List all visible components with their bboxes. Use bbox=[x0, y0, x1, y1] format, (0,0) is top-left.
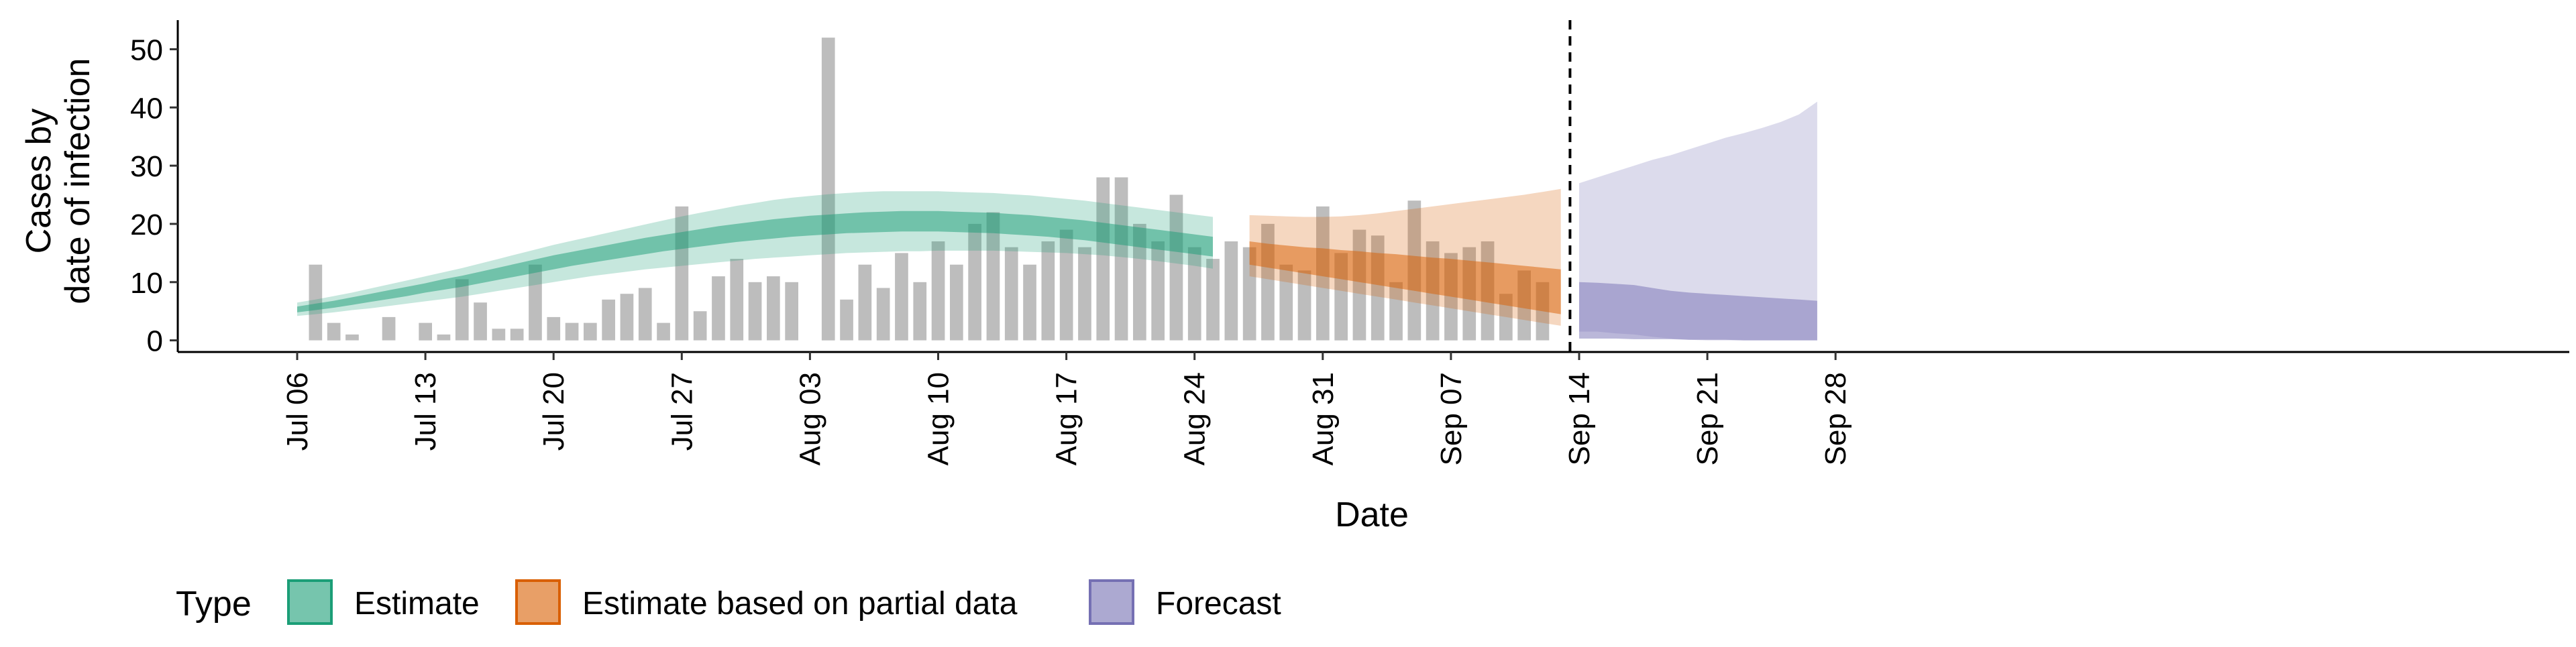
case-bar bbox=[1133, 223, 1146, 341]
x-tick-label: Jul 06 bbox=[281, 372, 314, 451]
case-bar bbox=[419, 322, 432, 341]
case-bar bbox=[840, 299, 853, 341]
x-tick-label: Aug 10 bbox=[922, 372, 955, 465]
forecast-inner-band bbox=[1579, 282, 1817, 341]
case-bar bbox=[1004, 247, 1018, 341]
case-bar bbox=[1151, 241, 1165, 341]
case-bar bbox=[968, 223, 981, 341]
x-axis-title: Date bbox=[1335, 495, 1409, 534]
case-bar bbox=[638, 288, 652, 341]
legend-label: Estimate bbox=[354, 586, 480, 622]
case-bar bbox=[510, 329, 524, 341]
case-bar bbox=[986, 212, 1000, 341]
case-bar bbox=[950, 264, 963, 341]
x-tick-label: Sep 21 bbox=[1691, 372, 1724, 465]
case-bar bbox=[1078, 247, 1091, 341]
legend-title: Type bbox=[176, 585, 252, 624]
legend-label: Forecast bbox=[1156, 586, 1281, 622]
case-bar bbox=[931, 241, 945, 341]
case-bar bbox=[327, 322, 341, 341]
case-bar bbox=[1242, 247, 1256, 341]
case-bar bbox=[1206, 259, 1220, 341]
y-tick-label: 20 bbox=[130, 209, 163, 241]
case-bar bbox=[730, 259, 744, 341]
x-tick-label: Aug 17 bbox=[1051, 372, 1083, 465]
y-tick-label: 30 bbox=[130, 150, 163, 183]
case-bar bbox=[712, 276, 725, 341]
y-axis-title: Cases bydate of infection bbox=[19, 58, 97, 304]
case-bar bbox=[657, 322, 670, 341]
case-bar bbox=[821, 38, 835, 341]
case-bar bbox=[895, 253, 908, 341]
x-tick-label: Sep 28 bbox=[1819, 372, 1852, 465]
y-tick-label: 40 bbox=[130, 92, 163, 125]
x-tick-label: Aug 03 bbox=[794, 372, 826, 465]
case-bars bbox=[309, 38, 1550, 341]
case-bar bbox=[1224, 241, 1238, 341]
case-bar bbox=[913, 282, 927, 341]
y-tick-label: 0 bbox=[147, 325, 163, 358]
x-tick-label: Jul 13 bbox=[409, 372, 442, 451]
axes: 0 10 20 30 40 50 Jul 06 Jul 13 Jul 20 Jul 27 Aug 0… bbox=[130, 20, 2569, 465]
x-tick-label: Sep 07 bbox=[1435, 372, 1468, 465]
x-tick-label: Aug 24 bbox=[1179, 372, 1212, 465]
case-bar bbox=[1023, 264, 1036, 341]
case-bar bbox=[1114, 177, 1128, 341]
case-bar bbox=[1279, 264, 1293, 341]
case-bar bbox=[309, 264, 323, 341]
x-tick-label: Aug 31 bbox=[1307, 372, 1340, 465]
case-bar bbox=[693, 311, 707, 341]
case-bar bbox=[767, 276, 780, 341]
case-bar bbox=[1169, 194, 1183, 341]
case-bar bbox=[620, 294, 634, 341]
x-tick-label: Jul 27 bbox=[665, 372, 698, 451]
legend-key bbox=[287, 579, 333, 625]
forecast-outer-band bbox=[1579, 101, 1817, 341]
case-bar bbox=[345, 334, 359, 341]
case-bar bbox=[1187, 247, 1201, 341]
case-bar bbox=[529, 264, 542, 341]
y-axis-title-line: date of infection bbox=[58, 58, 97, 304]
case-bar bbox=[547, 316, 561, 341]
case-bar bbox=[785, 282, 798, 341]
legend: Type Estimate Estimate based on partial da… bbox=[176, 579, 1281, 625]
case-bar bbox=[1389, 282, 1403, 341]
case-bar bbox=[748, 282, 762, 341]
estimate-based-on-partial-data-inner-band bbox=[1249, 241, 1561, 314]
case-bar bbox=[584, 322, 597, 341]
legend-label: Estimate based on partial data bbox=[582, 586, 1018, 622]
case-bar bbox=[1096, 177, 1110, 341]
case-bar bbox=[1041, 241, 1055, 341]
x-tick-label: Jul 20 bbox=[537, 372, 570, 451]
case-bar bbox=[1297, 270, 1311, 341]
case-bar bbox=[858, 264, 872, 341]
estimate-inner-band bbox=[297, 211, 1213, 312]
y-tick-label: 50 bbox=[130, 34, 163, 66]
estimate-bands bbox=[297, 101, 1817, 341]
case-bar bbox=[602, 299, 615, 341]
case-bar bbox=[1059, 229, 1073, 341]
y-axis-title-line: Cases by bbox=[19, 109, 58, 254]
case-bar bbox=[492, 329, 506, 341]
case-bar bbox=[437, 334, 451, 341]
case-bar bbox=[876, 288, 890, 341]
legend-key bbox=[515, 579, 561, 625]
case-bar bbox=[455, 279, 469, 341]
case-bar bbox=[474, 302, 487, 341]
y-tick-label: 10 bbox=[130, 267, 163, 300]
case-bar bbox=[382, 316, 396, 341]
x-tick-label: Sep 14 bbox=[1563, 372, 1596, 465]
legend-key bbox=[1089, 579, 1134, 625]
case-bar bbox=[565, 322, 579, 341]
